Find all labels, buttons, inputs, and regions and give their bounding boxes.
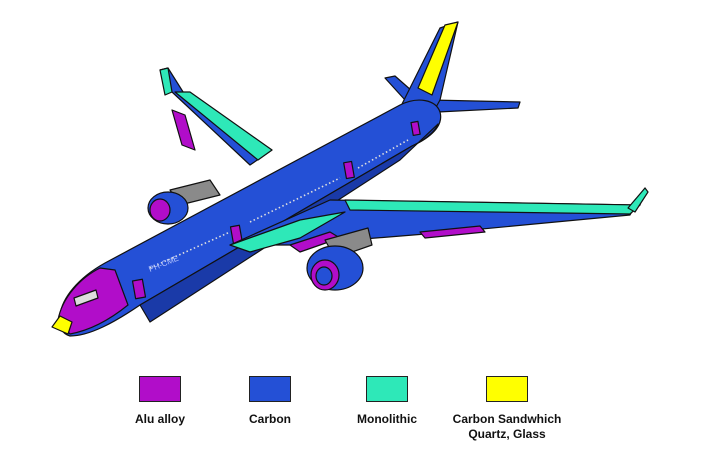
tail-sandwich-edge <box>417 21 459 96</box>
right-wing-monolithic-root <box>229 211 346 253</box>
door-panel <box>410 120 421 137</box>
nose-cone <box>51 315 73 335</box>
sandwich-label: Carbon Sandwhich Quartz, Glass <box>440 412 574 442</box>
carbon-label: Carbon <box>249 412 291 426</box>
right-engine-fan <box>315 266 333 286</box>
sandwich-label-line1: Carbon Sandwhich <box>452 412 562 426</box>
left-winglet <box>159 67 173 96</box>
door-panel <box>131 278 147 300</box>
legend-sandwich: Carbon Sandwhich Quartz, Glass <box>440 376 574 442</box>
left-wing-alu-strip <box>171 109 196 151</box>
window-row <box>149 231 231 269</box>
alu-swatch <box>139 376 181 402</box>
right-wing-alu-trailing <box>419 225 486 239</box>
legend-carbon: Carbon <box>240 376 300 427</box>
right-winglet <box>627 187 649 213</box>
left-wing-monolithic-edge <box>174 91 273 161</box>
left-engine-inlet <box>149 198 171 222</box>
nose-alu <box>57 267 129 335</box>
carbon-swatch <box>249 376 291 402</box>
sandwich-swatch <box>486 376 528 402</box>
window-row <box>249 177 341 223</box>
right-wing-monolithic-edge <box>344 199 641 215</box>
legend-alu: Alu alloy <box>130 376 190 427</box>
monolithic-swatch <box>366 376 408 402</box>
door-panel <box>343 160 355 180</box>
monolithic-label: Monolithic <box>357 412 417 426</box>
alu-label: Alu alloy <box>134 412 185 426</box>
legend-monolithic: Monolithic <box>347 376 427 427</box>
right-stabilizer <box>429 99 521 113</box>
window-row <box>357 139 409 169</box>
sandwich-label-line2: Quartz, Glass <box>468 427 546 441</box>
cockpit-windows <box>73 289 99 307</box>
